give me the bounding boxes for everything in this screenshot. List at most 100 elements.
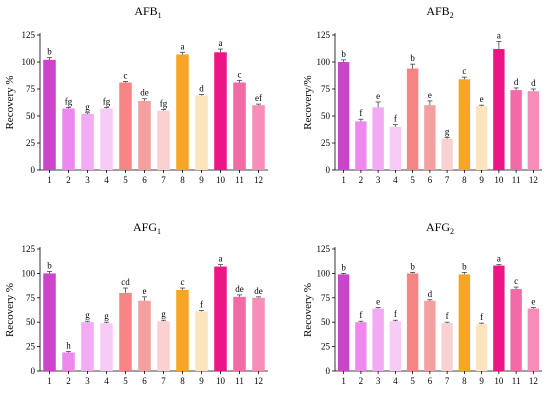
y-tick-label: 100 — [22, 57, 36, 67]
bar-6 — [138, 100, 151, 170]
y-tick-label: 100 — [22, 268, 36, 278]
bar-4 — [389, 126, 402, 170]
chart-title-subscript: 1 — [157, 227, 161, 236]
x-tick-label: 1 — [341, 175, 346, 185]
significance-letter-4: f — [394, 309, 397, 319]
bar-9 — [475, 106, 488, 170]
y-tick-label: 125 — [317, 30, 331, 40]
significance-letter-6: e — [143, 286, 147, 296]
bar-10 — [214, 266, 227, 371]
y-tick-label: 25 — [26, 342, 36, 352]
bar-1 — [337, 274, 350, 371]
bar-7 — [157, 321, 170, 371]
bar-12 — [252, 297, 265, 371]
significance-letter-9: f — [200, 299, 203, 309]
bar-3 — [372, 107, 384, 170]
significance-letter-9: d — [199, 83, 204, 93]
y-tick-label: 125 — [317, 244, 331, 254]
x-tick-label: 2 — [359, 376, 364, 386]
x-tick-label: 11 — [235, 175, 244, 185]
bar-9 — [195, 311, 208, 371]
significance-letter-4: f — [394, 114, 397, 124]
significance-letter-5: b — [410, 53, 415, 63]
significance-letter-10: a — [497, 30, 501, 40]
significance-letter-10: a — [219, 254, 223, 264]
x-tick-label: 5 — [123, 376, 128, 386]
x-tick-label: 12 — [529, 376, 538, 386]
bar-4 — [389, 321, 402, 371]
y-tick-label: 125 — [22, 30, 36, 40]
bar-8 — [176, 289, 189, 371]
y-tick-label: 50 — [321, 317, 331, 327]
x-tick-label: 4 — [393, 376, 398, 386]
x-tick-label: 11 — [235, 376, 244, 386]
bar-1 — [337, 62, 350, 170]
bar-8 — [458, 79, 471, 170]
bar-11 — [233, 296, 246, 371]
y-tick-label: 25 — [26, 138, 36, 148]
x-tick-label: 9 — [199, 376, 204, 386]
significance-letter-8: c — [181, 277, 185, 287]
bar-3 — [372, 308, 384, 371]
significance-letter-7: f — [446, 311, 449, 321]
x-tick-label: 12 — [254, 175, 263, 185]
bar-9 — [475, 324, 488, 371]
x-tick-label: 12 — [529, 175, 538, 185]
significance-letter-2: fg — [65, 96, 73, 106]
significance-letter-8: b — [462, 261, 467, 271]
y-axis-label: Recovery % — [4, 75, 16, 129]
x-tick-label: 1 — [47, 175, 52, 185]
x-tick-label: 6 — [142, 376, 147, 386]
significance-letter-12: d — [531, 78, 536, 88]
chart-title-main: AFG — [133, 220, 157, 234]
x-tick-label: 10 — [494, 376, 504, 386]
bar-9 — [195, 95, 208, 170]
x-tick-label: 3 — [376, 175, 381, 185]
y-axis-label: Recovery % — [4, 283, 16, 337]
x-tick-label: 6 — [428, 376, 433, 386]
bar-3 — [81, 113, 94, 170]
x-tick-label: 4 — [104, 175, 109, 185]
significance-letter-5: b — [410, 261, 415, 271]
significance-letter-11: c — [514, 276, 518, 286]
bar-1 — [43, 273, 56, 371]
bar-6 — [138, 300, 151, 371]
chart-title-subscript: 1 — [158, 11, 162, 20]
bar-1 — [43, 59, 56, 171]
significance-letter-11: c — [238, 69, 242, 79]
x-tick-label: 3 — [376, 376, 381, 386]
bar-4 — [100, 323, 113, 371]
bar-2 — [355, 121, 367, 170]
x-tick-label: 10 — [494, 175, 504, 185]
significance-letter-10: a — [219, 38, 223, 48]
significance-letter-12: e — [531, 297, 535, 307]
significance-letter-2: f — [359, 310, 362, 320]
significance-letter-6: e — [428, 90, 432, 100]
significance-letter-12: ef — [255, 93, 262, 103]
x-tick-label: 11 — [512, 175, 521, 185]
bar-12 — [252, 105, 265, 170]
y-axis-label: Recovery/% — [302, 75, 314, 129]
x-tick-label: 10 — [216, 175, 226, 185]
significance-letter-2: f — [359, 108, 362, 118]
y-tick-label: 75 — [321, 293, 331, 303]
y-tick-label: 75 — [321, 84, 331, 94]
x-tick-label: 7 — [445, 175, 450, 185]
y-tick-label: 50 — [26, 317, 36, 327]
significance-letter-3: e — [376, 91, 380, 101]
bar-7 — [157, 110, 170, 170]
bar-7 — [441, 323, 453, 371]
bar-5 — [406, 68, 419, 170]
bar-5 — [406, 273, 419, 371]
y-tick-label: 50 — [321, 111, 331, 121]
bar-10 — [214, 52, 227, 170]
y-tick-label: 0 — [326, 165, 331, 175]
significance-letter-4: g — [104, 311, 109, 321]
x-tick-label: 4 — [104, 376, 109, 386]
y-tick-label: 75 — [26, 293, 36, 303]
significance-letter-8: c — [462, 66, 466, 76]
x-tick-label: 6 — [142, 175, 147, 185]
x-tick-label: 7 — [161, 376, 166, 386]
